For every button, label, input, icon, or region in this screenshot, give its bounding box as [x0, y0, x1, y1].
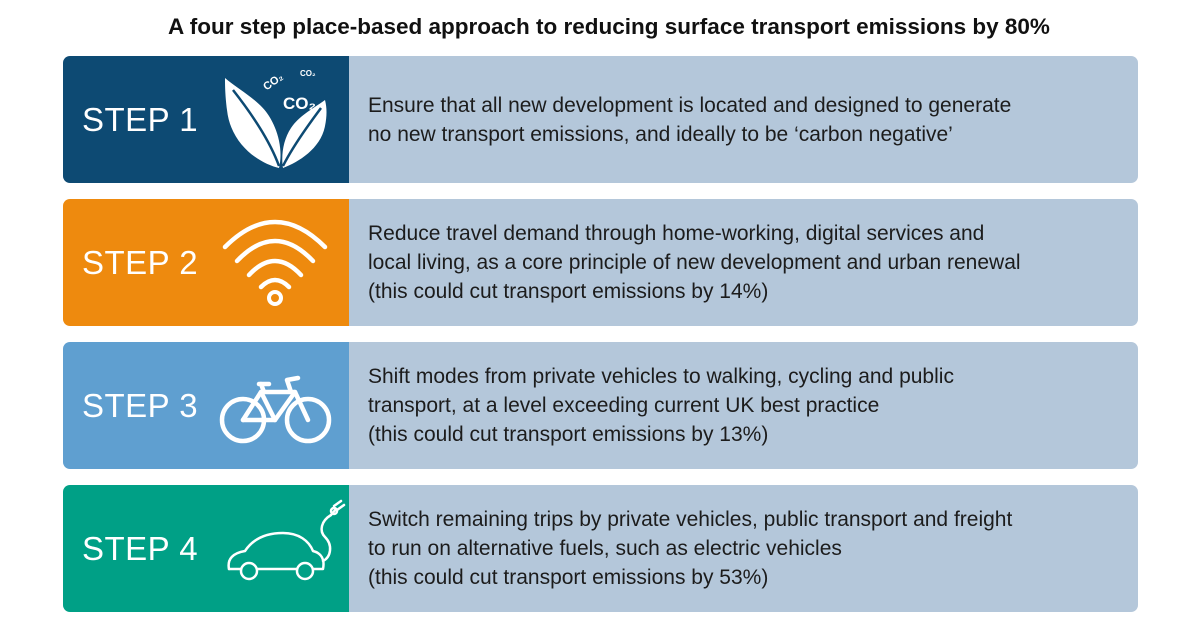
step-4-line-2: to run on alternative fuels, such as ele… [368, 537, 842, 560]
co2-label-large: CO₂ [283, 94, 316, 113]
step-2-line-3: (this could cut transport emissions by 1… [368, 280, 769, 303]
step-4-panel: STEP 4 [63, 485, 349, 612]
step-2-line-1: Reduce travel demand through home-workin… [368, 222, 985, 245]
step-2-panel: STEP 2 [63, 199, 349, 326]
step-4-label: STEP 4 [82, 529, 199, 567]
step-4-row: STEP 4 Switch remain [63, 485, 1138, 612]
step-1-label: STEP 1 [82, 100, 199, 138]
steps-list: STEP 1 CO₂ CO₂ CO₂ Ensure that al [63, 56, 1138, 612]
step-3-row: STEP 3 Shift modes from private vehicles… [63, 342, 1138, 469]
co2-label-tiny: CO₂ [300, 69, 316, 78]
step-3-line-2: transport, at a level exceeding current … [368, 394, 880, 417]
step-2-row: STEP 2 Reduce travel demand through home… [63, 199, 1138, 326]
co2-label-small: CO₂ [261, 71, 285, 93]
wifi-icon [222, 219, 328, 306]
step-3-label: STEP 3 [82, 386, 199, 424]
step-4-line-1: Switch remaining trips by private vehicl… [368, 508, 1013, 531]
step-1-line-1: Ensure that all new development is locat… [368, 93, 1012, 117]
step-4-line-3: (this could cut transport emissions by 5… [368, 566, 769, 589]
step-2-label: STEP 2 [82, 243, 199, 281]
step-2-description: Reduce travel demand through home-workin… [349, 199, 1138, 326]
page-title: A four step place-based approach to redu… [168, 14, 1050, 39]
step-3-line-3: (this could cut transport emissions by 1… [368, 423, 769, 446]
step-1-description: Ensure that all new development is locat… [349, 56, 1138, 183]
step-2-line-2: local living, as a core principle of new… [368, 251, 1021, 274]
electric-car-icon [227, 499, 346, 581]
step-3-panel: STEP 3 [63, 342, 349, 469]
step-1-row: STEP 1 CO₂ CO₂ CO₂ Ensure that al [63, 56, 1138, 183]
step-1-line-2: no new transport emissions, and ideally … [368, 122, 953, 146]
step-4-description: Switch remaining trips by private vehicl… [349, 485, 1138, 612]
bicycle-icon [219, 375, 332, 444]
step-3-description: Shift modes from private vehicles to wal… [349, 342, 1138, 469]
step-1-panel: STEP 1 CO₂ CO₂ CO₂ [63, 56, 349, 183]
step-3-line-1: Shift modes from private vehicles to wal… [368, 365, 954, 388]
leaf-co2-icon: CO₂ CO₂ CO₂ [225, 69, 327, 168]
